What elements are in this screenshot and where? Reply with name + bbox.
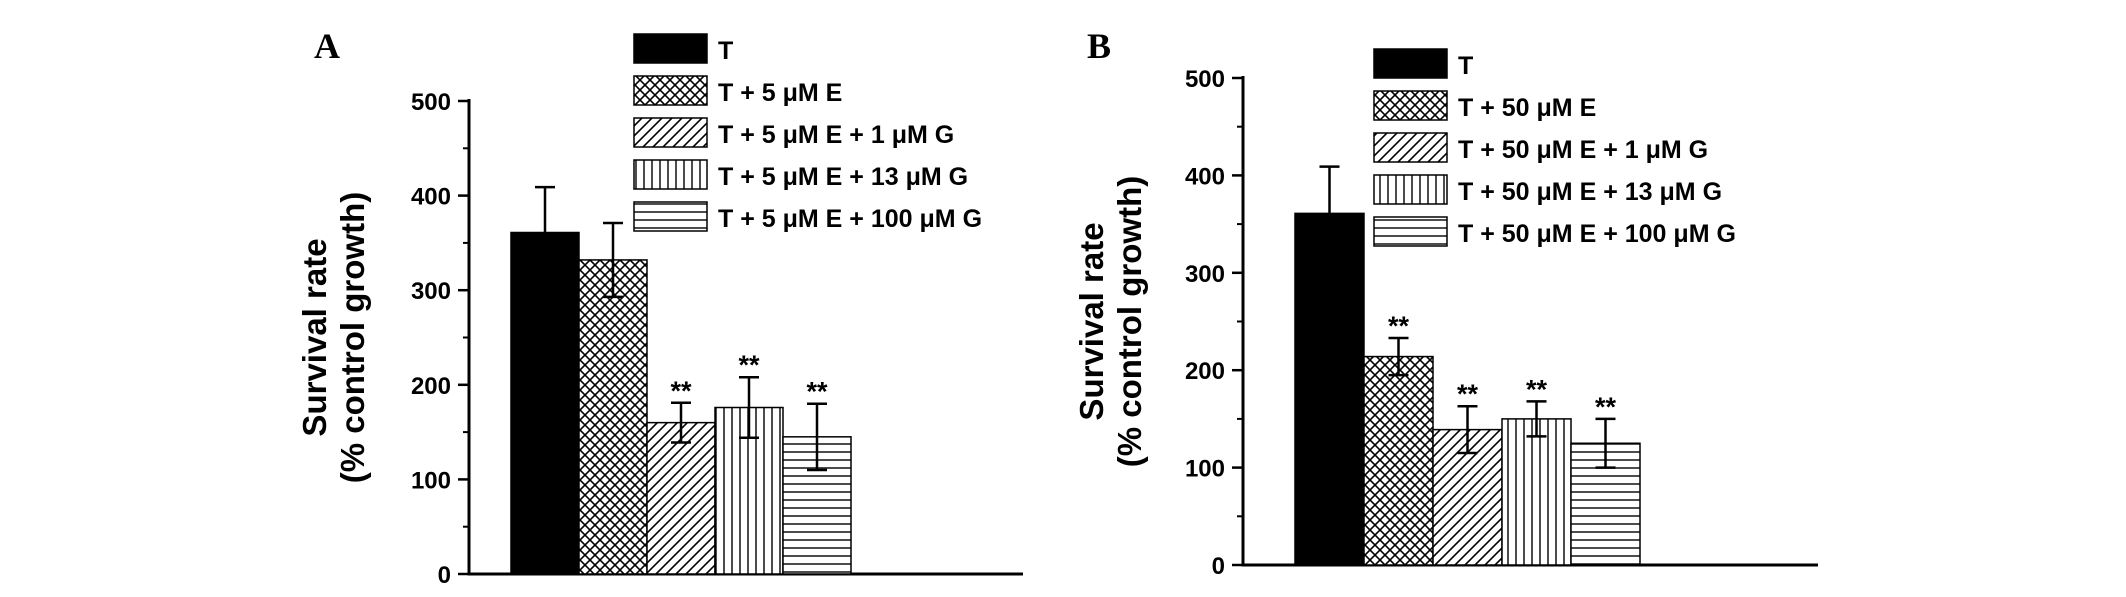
panel-b-bar xyxy=(1294,212,1365,566)
panel-a-significance-label: ** xyxy=(806,377,828,407)
panel-a-y-tick-label: 100 xyxy=(411,467,451,494)
panel-b-legend-swatch xyxy=(1373,174,1448,205)
panel-b-y-axis-label: (% control growth) xyxy=(1111,176,1148,467)
panel-a-bar xyxy=(510,231,580,575)
panel-b: B 0 100 200 300 400 500 Survival rate (% contro… xyxy=(1073,26,1818,580)
panel-a-y-tick-label: 200 xyxy=(411,373,451,400)
panel-a-legend-label: T + 5 μM E + 1 μM G xyxy=(718,121,954,149)
panel-a-legend-label: T + 5 μM E xyxy=(718,79,842,107)
panel-b-bar xyxy=(1501,418,1572,566)
panel-a-bar xyxy=(646,421,716,575)
panel-b-significance-label: ** xyxy=(1457,379,1479,409)
panel-b-significance-label: ** xyxy=(1388,311,1410,341)
panel-a-legend-label: T xyxy=(718,37,733,65)
panel-a-y-axis-label: (% control growth) xyxy=(334,192,371,483)
panel-b-y-tick-label: 400 xyxy=(1185,163,1225,190)
panel-b-y-tick-label: 500 xyxy=(1185,66,1225,93)
panel-a-significance-label: ** xyxy=(670,376,692,406)
panel-b-significance-label: ** xyxy=(1526,374,1548,404)
panel-b-legend-label: T + 50 μM E + 100 μM G xyxy=(1458,220,1736,248)
panel-b-legend-label: T + 50 μM E xyxy=(1458,94,1596,122)
panel-a-letter: A xyxy=(314,26,340,66)
panel-b-legend-label: T + 50 μM E + 13 μM G xyxy=(1458,178,1722,206)
panel-b-y-axis-label: Survival rate xyxy=(1073,222,1110,420)
panel-b-legend-swatch xyxy=(1373,132,1448,163)
panel-b-y-tick-label: 200 xyxy=(1185,358,1225,385)
panel-b-significance-label: ** xyxy=(1595,392,1617,422)
panel-b-letter: B xyxy=(1087,26,1111,66)
panel-a-y-axis-label: Survival rate xyxy=(296,238,333,436)
panel-a-legend-swatch xyxy=(633,117,708,148)
panel-b-legend-label: T xyxy=(1458,52,1473,80)
panel-b-legend-swatch xyxy=(1373,48,1448,79)
panel-a-legend-swatch xyxy=(633,159,708,190)
panel-b-bar xyxy=(1363,355,1434,566)
panel-b-y-tick-label: 0 xyxy=(1212,553,1225,580)
panel-a-bar xyxy=(578,259,648,575)
panel-a-legend-label: T + 5 μM E + 100 μM G xyxy=(718,205,982,233)
panel-b-legend-swatch xyxy=(1373,90,1448,121)
panel-a-y-tick-label: 500 xyxy=(411,89,451,116)
panel-a-y-tick-label: 0 xyxy=(438,562,451,589)
panel-b-y-tick-label: 100 xyxy=(1185,456,1225,483)
panel-a-significance-label: ** xyxy=(738,350,760,380)
panel-a-legend-swatch xyxy=(633,201,708,232)
panel-a-legend-swatch xyxy=(633,75,708,106)
panel-a-y-tick-label: 400 xyxy=(411,184,451,211)
panel-a-legend-swatch xyxy=(633,33,708,64)
panel-a-y-tick-label: 300 xyxy=(411,278,451,305)
panel-a: A 0 100 200 300 400 500 Survival rate (% contro… xyxy=(296,26,1023,589)
panel-b-y-tick-label: 300 xyxy=(1185,261,1225,288)
panel-b-legend-swatch xyxy=(1373,216,1448,247)
panel-a-legend-label: T + 5 μM E + 13 μM G xyxy=(718,163,968,191)
panel-b-legend-label: T + 50 μM E + 1 μM G xyxy=(1458,136,1708,164)
